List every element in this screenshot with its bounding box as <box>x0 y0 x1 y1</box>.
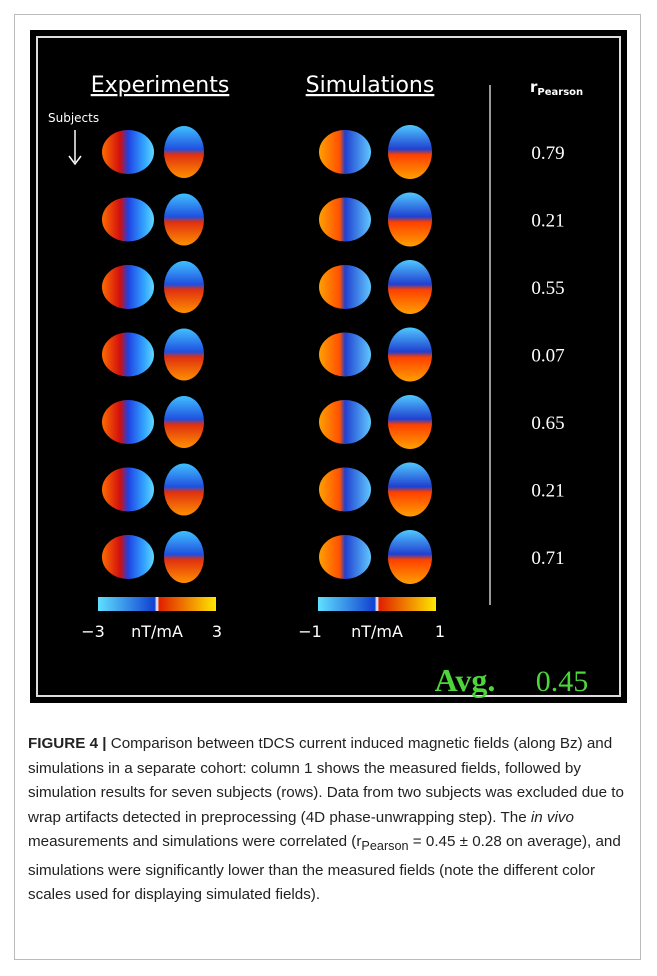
simulation-sagittal-image <box>319 198 371 242</box>
simulation-sagittal-image <box>319 535 371 579</box>
simulation-sagittal-image <box>319 265 371 309</box>
colorbar-simulations <box>318 597 436 611</box>
experiment-axial-image <box>164 194 204 246</box>
subjects-label: Subjects <box>48 111 99 125</box>
colorbar-min: −1 <box>298 622 322 641</box>
experiment-sagittal-image <box>102 535 154 579</box>
average-label: Avg. <box>435 662 496 698</box>
simulation-axial-image <box>388 125 432 179</box>
experiment-sagittal-image <box>102 198 154 242</box>
caption-subscript: Pearson <box>361 839 408 853</box>
experiment-axial-image <box>164 531 204 583</box>
experiment-sagittal-image <box>102 265 154 309</box>
average-value: 0.45 <box>536 665 589 698</box>
r-subscript: Pearson <box>537 87 583 98</box>
experiment-sagittal-image <box>102 333 154 377</box>
correlation-value: 0.55 <box>531 278 564 299</box>
caption: FIGURE 4 | Comparison between tDCS curre… <box>28 732 628 908</box>
simulation-sagittal-image <box>319 400 371 444</box>
experiment-axial-image <box>164 126 204 178</box>
colorbar-experiments <box>98 597 216 611</box>
experiment-axial-image <box>164 396 204 448</box>
experiments-header: Experiments <box>91 73 230 98</box>
simulation-sagittal-image <box>319 468 371 512</box>
figure-panel: Experiments Simulations rPearson Subject… <box>0 0 657 720</box>
experiment-axial-image <box>164 261 204 313</box>
experiment-sagittal-image <box>102 130 154 174</box>
page: Experiments Simulations rPearson Subject… <box>0 0 657 976</box>
simulation-sagittal-image <box>319 333 371 377</box>
correlation-value: 0.21 <box>531 481 564 502</box>
experiment-sagittal-image <box>102 400 154 444</box>
simulation-axial-image <box>388 463 432 517</box>
colorbar-max: 1 <box>435 622 445 641</box>
colorbar-unit: nT/mA <box>351 622 403 641</box>
correlation-value: 0.79 <box>531 143 564 164</box>
simulation-axial-image <box>388 530 432 584</box>
simulation-axial-image <box>388 395 432 449</box>
correlation-value: 0.21 <box>531 211 564 232</box>
colorbar-min: −3 <box>81 622 105 641</box>
simulation-axial-image <box>388 193 432 247</box>
simulation-axial-image <box>388 328 432 382</box>
caption-italic: in vivo <box>531 809 574 826</box>
correlation-value: 0.71 <box>531 548 564 569</box>
experiment-axial-image <box>164 329 204 381</box>
simulations-header: Simulations <box>306 73 435 98</box>
experiment-axial-image <box>164 464 204 516</box>
caption-text: measurements and simulations were correl… <box>28 833 361 850</box>
experiment-sagittal-image <box>102 468 154 512</box>
caption-label: FIGURE 4 | <box>28 735 107 752</box>
correlation-value: 0.65 <box>531 413 564 434</box>
simulation-sagittal-image <box>319 130 371 174</box>
correlation-value: 0.07 <box>531 346 564 367</box>
simulation-axial-image <box>388 260 432 314</box>
colorbar-max: 3 <box>212 622 222 641</box>
colorbar-unit: nT/mA <box>131 622 183 641</box>
